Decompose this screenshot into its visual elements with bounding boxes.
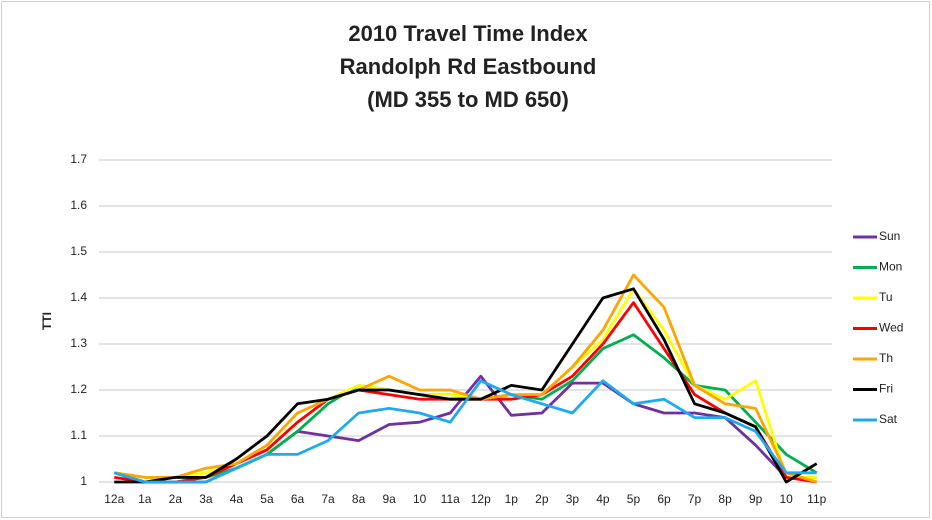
x-tick-label: 1a <box>138 492 152 506</box>
y-tick-label: 1.7 <box>70 152 87 166</box>
x-tick-label: 4a <box>230 492 244 506</box>
chart-title: (MD 355 to MD 650) <box>367 87 569 112</box>
x-tick-label: 3a <box>199 492 213 506</box>
y-axis-label: TTI <box>40 312 54 330</box>
legend-label: Sat <box>879 412 898 426</box>
x-tick-label: 10 <box>413 492 427 506</box>
x-tick-label: 7a <box>321 492 335 506</box>
x-tick-label: 2p <box>535 492 549 506</box>
x-tick-label: 5p <box>627 492 641 506</box>
y-tick-label: 1.5 <box>70 244 87 258</box>
y-tick-label: 1.1 <box>70 428 87 442</box>
x-tick-label: 9p <box>749 492 763 506</box>
legend-label: Wed <box>879 321 903 335</box>
x-tick-label: 5a <box>260 492 274 506</box>
x-tick-label: 3p <box>566 492 580 506</box>
x-tick-label: 12p <box>471 492 491 506</box>
x-tick-label: 8p <box>718 492 732 506</box>
chart-title: Randolph Rd Eastbound <box>340 54 597 79</box>
x-tick-label: 7p <box>688 492 702 506</box>
x-tick-label: 6a <box>291 492 305 506</box>
y-tick-label: 1.4 <box>70 290 87 304</box>
x-tick-label: 1p <box>505 492 519 506</box>
data-line <box>113 379 817 484</box>
y-tick-label: 1.6 <box>70 198 87 212</box>
x-tick-label: 8a <box>352 492 366 506</box>
data-line <box>114 273 818 484</box>
legend-label: Th <box>879 351 893 365</box>
x-tick-label: 12a <box>104 492 124 506</box>
x-tick-label: 10 <box>780 492 794 506</box>
x-tick-label: 2a <box>169 492 183 506</box>
chart-title: 2010 Travel Time Index <box>348 21 588 46</box>
legend-label: Mon <box>879 260 902 274</box>
x-tick-label: 11a <box>441 492 460 506</box>
legend-label: Fri <box>879 382 893 396</box>
x-tick-label: 4p <box>596 492 610 506</box>
y-tick-label: 1.2 <box>70 382 87 396</box>
y-tick-label: 1.3 <box>70 336 87 350</box>
y-tick-label: 1 <box>80 474 87 488</box>
x-tick-label: 11p <box>807 492 826 506</box>
legend-label: Sun <box>879 229 900 243</box>
x-tick-label: 9a <box>382 492 396 506</box>
x-tick-label: 6p <box>657 492 671 506</box>
legend-label: Tu <box>879 290 893 304</box>
